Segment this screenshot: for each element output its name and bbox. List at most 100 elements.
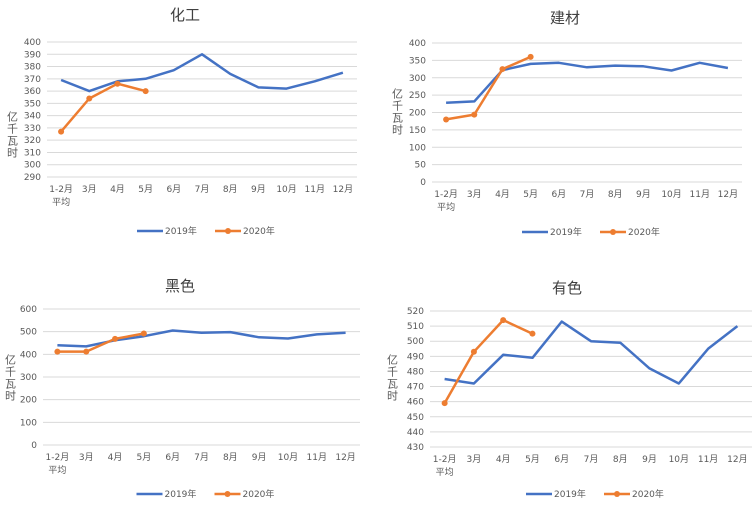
data-point [86, 95, 93, 102]
chart-0: 化工 290 300 310 320 330 340 350 360 370 380 390 400 亿千… [6, 6, 357, 237]
y-tick-label: 510 [407, 322, 424, 332]
data-point [58, 128, 65, 135]
x-tick-label: 4月 [108, 452, 123, 463]
y-tick-label: 310 [24, 148, 41, 158]
series-line-2020年 [445, 55, 532, 121]
x-tick-label: 11月 [698, 454, 718, 465]
x-tick-label: 7月 [194, 452, 209, 463]
x-tick-label: 1-2月平均 [433, 454, 457, 478]
x-tick-label: 8月 [608, 189, 623, 200]
y-tick-label: 380 [24, 63, 41, 73]
data-point [83, 348, 90, 355]
y-tick-label: 430 [407, 443, 424, 453]
legend-label: 2020年 [628, 226, 660, 238]
legend-marker [224, 491, 231, 497]
series-line-2020年 [60, 82, 146, 133]
data-point [443, 116, 450, 123]
y-tick-label: 320 [24, 136, 41, 146]
legend-label: 2019年 [165, 488, 197, 500]
y-tick-label: 340 [24, 112, 41, 122]
x-tick-label: 12月 [718, 189, 738, 200]
y-tick-label: 490 [407, 352, 424, 362]
x-tick-line: 平均 [436, 466, 454, 478]
y-tick-label: 350 [24, 99, 41, 109]
x-tick-label: 4月 [496, 454, 511, 465]
x-tick-label: 1-2月平均 [49, 184, 73, 208]
x-tick-label: 3月 [467, 454, 482, 465]
y-tick-label: 480 [407, 367, 424, 377]
y-tick-label: 300 [24, 161, 41, 171]
x-tick-line: 1-2月 [49, 184, 73, 195]
y-tick-label: 330 [24, 124, 41, 134]
x-tick-label: 3月 [467, 189, 482, 200]
legend-label: 2020年 [632, 488, 664, 500]
y-tick-label: 0 [420, 178, 426, 188]
x-tick-label: 10月 [276, 184, 296, 195]
x-tick-label: 6月 [165, 452, 180, 463]
y-tick-label: 300 [409, 74, 426, 84]
x-tick-label: 4月 [110, 184, 125, 195]
x-tick-line: 1-2月 [434, 189, 458, 200]
x-tick-label: 10月 [669, 454, 689, 465]
x-tick-label: 11月 [307, 452, 327, 463]
x-tick-line: 平均 [437, 201, 455, 213]
y-tick-label: 450 [407, 413, 424, 423]
chart-title: 有色 [552, 279, 582, 297]
y-tick-label: 290 [24, 173, 41, 183]
series-line-2019年 [60, 53, 344, 93]
y-tick-label: 500 [20, 328, 37, 338]
series-line-2020年 [57, 332, 145, 353]
series-line-2019年 [444, 320, 739, 385]
y-tick-label: 350 [409, 56, 426, 66]
chart-2: 黑色 0 100 200 300 400 500 600 亿千瓦时 1-2月平均 3月 4月 5月 6月 7… [4, 277, 360, 500]
y-tick-label: 100 [20, 418, 37, 428]
y-tick-label: 360 [24, 87, 41, 97]
y-tick-label: 200 [20, 396, 37, 406]
series-line-2019年 [446, 61, 729, 105]
legend-marker [225, 228, 231, 234]
chart-title: 化工 [170, 6, 200, 24]
x-tick-label: 5月 [523, 189, 538, 200]
legend-marker [610, 229, 616, 235]
y-tick-label: 250 [409, 91, 426, 101]
x-tick-label: 9月 [642, 454, 657, 465]
y-axis-label: 亿千瓦时 [391, 88, 404, 136]
y-axis-label: 亿千瓦时 [386, 354, 399, 402]
x-tick-label: 5月 [136, 452, 151, 463]
y-tick-label: 460 [407, 398, 424, 408]
x-tick-label: 12月 [335, 452, 355, 463]
data-point [142, 88, 149, 95]
data-point [140, 330, 147, 337]
y-tick-label: 400 [24, 38, 41, 48]
data-point [441, 400, 448, 407]
y-tick-label: 370 [24, 75, 41, 85]
legend-label: 2019年 [554, 488, 586, 500]
data-point [470, 348, 477, 355]
y-tick-label: 500 [407, 337, 424, 347]
x-tick-label: 1-2月平均 [46, 452, 70, 476]
x-tick-label: 9月 [636, 189, 651, 200]
x-tick-label: 12月 [333, 184, 353, 195]
x-tick-label: 7月 [580, 189, 595, 200]
x-tick-label: 9月 [251, 184, 266, 195]
y-tick-label: 300 [20, 373, 37, 383]
x-tick-label: 9月 [252, 452, 267, 463]
data-point [112, 335, 119, 342]
x-tick-label: 5月 [138, 184, 153, 195]
x-tick-label: 7月 [584, 454, 599, 465]
data-point [527, 53, 534, 60]
chart-3: 有色 430 440 450 460 470 480 490 500 510 520 亿千瓦时 1-2月… [386, 279, 752, 500]
y-axis-label: 亿千瓦时 [4, 354, 17, 402]
x-tick-label: 10月 [278, 452, 298, 463]
x-tick-label: 8月 [613, 454, 628, 465]
series-line-2020年 [443, 318, 534, 404]
y-tick-label: 600 [20, 305, 37, 315]
data-point [499, 66, 506, 73]
x-tick-line: 平均 [52, 196, 70, 208]
data-point [529, 330, 536, 337]
x-tick-label: 6月 [554, 454, 569, 465]
legend-label: 2019年 [550, 226, 582, 238]
y-tick-label: 390 [24, 50, 41, 60]
x-tick-label: 8月 [223, 452, 238, 463]
